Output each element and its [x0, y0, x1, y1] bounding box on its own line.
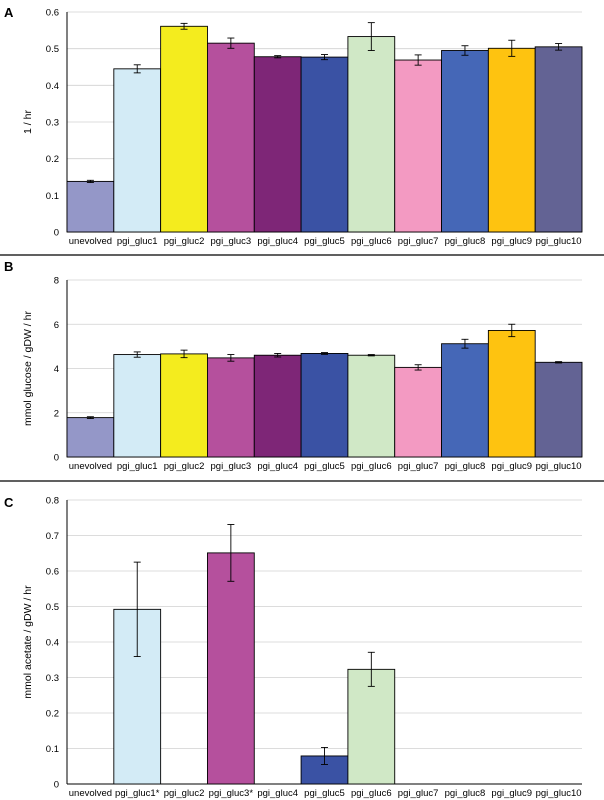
bar-unevolved	[66, 417, 115, 458]
x-tick-label: pgi_gluc8	[445, 461, 486, 472]
y-tick-label: 0.5	[46, 44, 59, 55]
x-tick-label: pgi_gluc5	[304, 461, 345, 472]
x-tick-label: pgi_gluc9	[491, 236, 532, 247]
x-tick-label: pgi_gluc5	[304, 236, 345, 247]
y-tick-label: 0.8	[46, 496, 59, 507]
x-tick-label: pgi_gluc1	[117, 236, 158, 247]
bar-pgigluc2	[160, 353, 208, 458]
bar-pgigluc8	[441, 50, 489, 233]
panel-c-chart: C 0 0.1 0.2 0.3 0.4 0.5 0.6 0.7 0.8 mmol acetate /…	[4, 495, 582, 799]
x-tick-label: pgi_gluc9	[491, 788, 532, 799]
y-axis-title: mmol acetate / gDW / hr	[22, 585, 34, 699]
y-tick-label: 0	[54, 453, 59, 464]
y-tick-label: 8	[54, 276, 59, 287]
x-tick-label: pgi_gluc2	[164, 236, 205, 247]
x-tick-label: unevolved	[69, 461, 112, 472]
y-tick-label: 0	[54, 780, 59, 791]
y-tick-label: 0	[54, 228, 59, 239]
panel-letter: A	[4, 5, 14, 20]
x-tick-label: pgi_gluc6	[351, 788, 392, 799]
y-axis-title: mmol glucose / gDW / hr	[22, 311, 34, 426]
x-tick-label: pgi_gluc7	[398, 236, 439, 247]
x-tick-label: pgi_gluc10	[536, 236, 582, 247]
x-tick-label: pgi_gluc6	[351, 461, 392, 472]
bar-pgigluc7	[394, 59, 442, 233]
panel-b-chart: B 0 2 4 6 8 mmol glucose / gDW / hr unevolved pg…	[4, 259, 583, 472]
bar-pgigluc9	[487, 329, 536, 458]
bar-pgigluc4	[253, 56, 302, 233]
bar-pgigluc6	[347, 354, 396, 458]
y-tick-label: 0.1	[46, 744, 59, 755]
y-tick-label: 0.6	[46, 8, 59, 19]
y-tick-label: 0.3	[46, 673, 59, 684]
x-tick-label: unevolved	[69, 788, 112, 799]
y-tick-label: 0.2	[46, 709, 59, 720]
x-tick-label: pgi_gluc3	[211, 461, 252, 472]
bar-pgigluc5	[300, 353, 349, 458]
bar-pgigluc5	[300, 56, 349, 233]
x-tick-label: pgi_gluc4	[257, 461, 298, 472]
x-tick-label: pgi_gluc2	[164, 788, 205, 799]
panel-letter: B	[4, 259, 13, 274]
bar-pgigluc7	[394, 366, 442, 458]
bar-pgigluc3	[207, 552, 255, 785]
bar-pgigluc10	[534, 46, 583, 233]
bar-pgigluc2	[160, 25, 208, 233]
bar-pgigluc4	[253, 354, 302, 458]
x-tick-label: pgi_gluc7	[398, 788, 439, 799]
y-tick-label: 0.5	[46, 602, 59, 613]
x-tick-label: unevolved	[69, 236, 112, 247]
bar-pgigluc10	[534, 361, 583, 458]
bar-pgigluc9	[487, 47, 536, 233]
x-tick-label: pgi_gluc3	[211, 236, 252, 247]
bar-pgigluc3	[207, 42, 255, 233]
bar-pgigluc6	[347, 36, 396, 233]
panel-a-chart: A 0 0.1 0.2 0.3 0.4 0.5 0.6 1 / hr unevolved pgi_g…	[4, 5, 583, 247]
bar-pgigluc1	[113, 68, 162, 233]
x-tick-label: pgi_gluc4	[257, 788, 298, 799]
x-tick-label: pgi_gluc5	[304, 788, 345, 799]
panel-letter: C	[4, 495, 14, 510]
y-tick-label: 2	[54, 408, 59, 419]
x-tick-label: pgi_gluc7	[398, 461, 439, 472]
x-tick-label: pgi_gluc6	[351, 236, 392, 247]
y-tick-label: 0.3	[46, 118, 59, 129]
bar-pgigluc8	[441, 343, 489, 458]
y-tick-label: 0.1	[46, 191, 59, 202]
bar-pgigluc1	[113, 354, 162, 458]
y-tick-label: 6	[54, 320, 59, 331]
x-tick-label: pgi_gluc8	[445, 788, 486, 799]
y-tick-label: 0.6	[46, 567, 59, 578]
y-tick-label: 0.4	[46, 638, 59, 649]
x-tick-label: pgi_gluc1	[117, 461, 158, 472]
bar-pgigluc3	[207, 357, 255, 458]
bar-unevolved	[66, 180, 115, 233]
x-tick-label: pgi_gluc4	[257, 236, 298, 247]
x-tick-label: pgi_gluc1*	[115, 788, 160, 799]
y-tick-label: 0.4	[46, 81, 59, 92]
y-tick-label: 0.2	[46, 154, 59, 165]
x-tick-label: pgi_gluc2	[164, 461, 205, 472]
x-tick-label: pgi_gluc8	[445, 236, 486, 247]
y-axis-title: 1 / hr	[22, 110, 34, 134]
x-tick-label: pgi_gluc3*	[209, 788, 254, 799]
x-tick-label: pgi_gluc10	[536, 788, 582, 799]
x-tick-label: pgi_gluc10	[536, 461, 582, 472]
y-tick-label: 4	[54, 364, 59, 375]
y-tick-label: 0.7	[46, 531, 59, 542]
x-tick-label: pgi_gluc9	[491, 461, 532, 472]
